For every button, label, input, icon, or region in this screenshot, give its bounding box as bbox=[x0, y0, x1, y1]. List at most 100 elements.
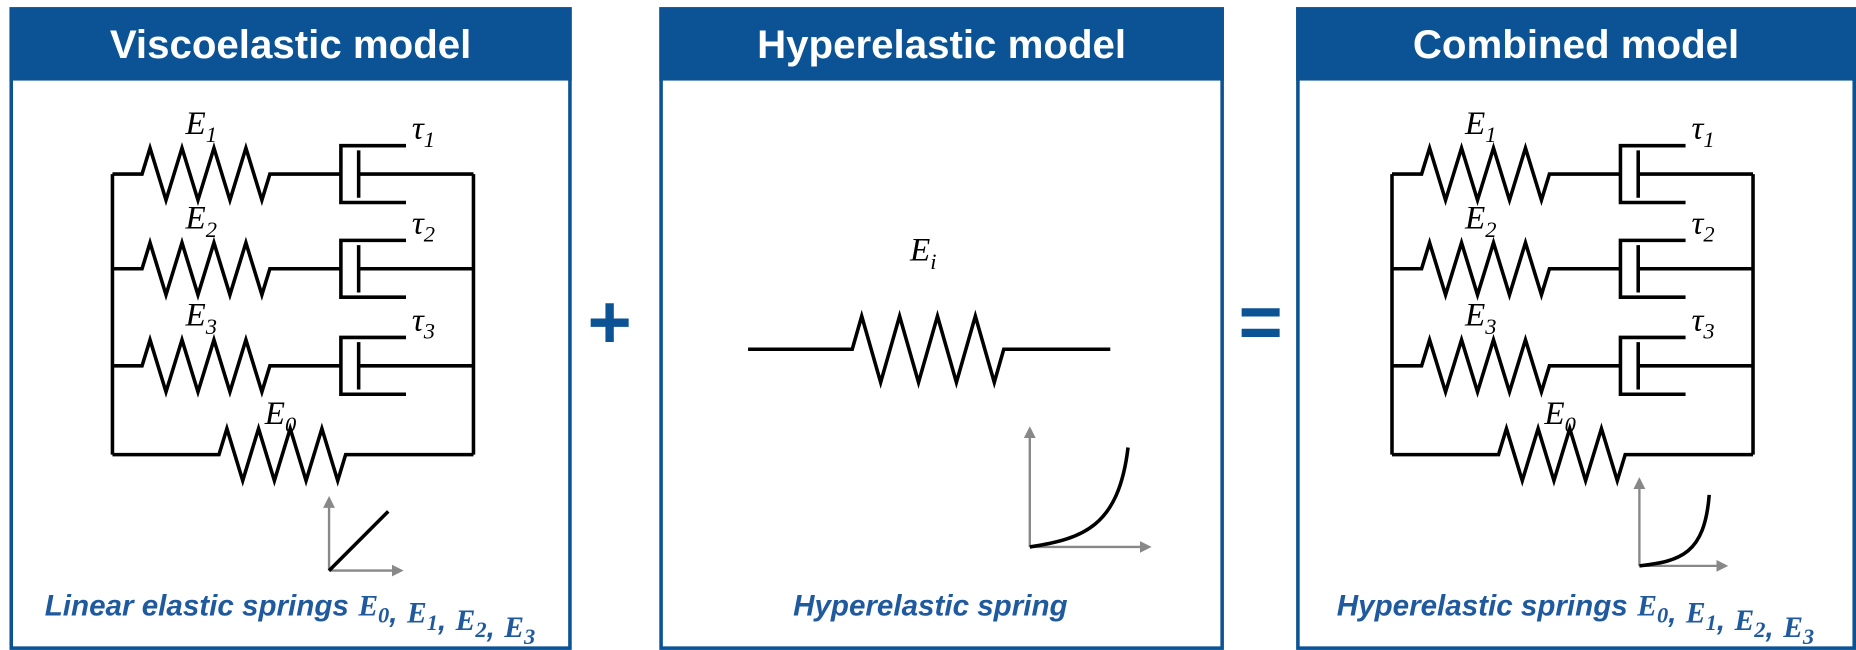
caption-term: E bbox=[1782, 612, 1803, 644]
symbol-label: τ3 bbox=[1691, 301, 1714, 343]
symbol-label: E0 bbox=[1543, 395, 1575, 437]
symbol-label: E1 bbox=[1464, 105, 1496, 147]
caption-separator: , bbox=[1716, 604, 1725, 637]
spring bbox=[1392, 236, 1621, 301]
caption-term-sub: 1 bbox=[1706, 610, 1717, 635]
symbol-base: τ bbox=[1691, 110, 1704, 147]
panel-border bbox=[1296, 7, 1856, 650]
dashpot bbox=[1618, 335, 1754, 397]
symbol-base: τ bbox=[412, 110, 425, 147]
dashpot bbox=[339, 335, 474, 397]
caption: Hyperelastic springs E0, E1, E2, E3 bbox=[1337, 590, 1814, 649]
caption-term-sub: 3 bbox=[523, 624, 535, 649]
symbol-label: E2 bbox=[1464, 200, 1496, 242]
operator-equals: = bbox=[1238, 280, 1282, 365]
panel-title: Viscoelastic model bbox=[110, 22, 472, 67]
plot-curve bbox=[1639, 494, 1711, 568]
symbol-subscript: i bbox=[930, 249, 936, 274]
symbol-label: E3 bbox=[184, 297, 216, 339]
symbol-subscript: 0 bbox=[285, 412, 296, 437]
caption-term: E bbox=[406, 598, 427, 630]
symbol-base: E bbox=[264, 395, 285, 432]
symbol-label: E0 bbox=[264, 395, 296, 437]
symbol-subscript: 1 bbox=[1485, 122, 1496, 147]
caption: Linear elastic springs E0, E1, E2, E3 bbox=[45, 590, 536, 649]
symbol-subscript: 1 bbox=[1703, 127, 1714, 152]
caption-term: E bbox=[1685, 598, 1706, 630]
caption-term-sub: 3 bbox=[1802, 624, 1814, 649]
symbol-subscript: 2 bbox=[424, 222, 435, 247]
symbol-base: τ bbox=[1691, 301, 1704, 338]
panel-header bbox=[1296, 7, 1856, 81]
caption-text: Hyperelastic spring bbox=[793, 590, 1068, 623]
spring bbox=[112, 236, 341, 301]
symbol-subscript: 1 bbox=[424, 127, 435, 152]
caption-separator: , bbox=[388, 597, 397, 630]
caption-term: E bbox=[357, 591, 378, 623]
symbol-label: E2 bbox=[184, 200, 216, 242]
operator-plus: + bbox=[587, 280, 631, 365]
symbol-base: E bbox=[1464, 105, 1485, 142]
caption: Hyperelastic spring bbox=[793, 590, 1068, 623]
caption-term-sub: 2 bbox=[1753, 617, 1765, 642]
symbol-subscript: 3 bbox=[205, 314, 217, 339]
symbol-base: τ bbox=[1691, 204, 1704, 241]
symbol-label: E1 bbox=[184, 105, 216, 147]
caption-separator: , bbox=[1765, 611, 1774, 644]
symbol-subscript: 0 bbox=[1565, 412, 1576, 437]
symbol-label: E3 bbox=[1464, 297, 1496, 339]
spring bbox=[1392, 333, 1621, 398]
caption-text: Hyperelastic springs bbox=[1337, 590, 1628, 623]
panel-title: Combined model bbox=[1413, 22, 1739, 67]
spring bbox=[1392, 422, 1754, 487]
caption-text: Linear elastic springs bbox=[45, 590, 349, 623]
caption-separator: , bbox=[1667, 597, 1676, 630]
caption-term-sub: 0 bbox=[378, 603, 389, 628]
symbol-base: E bbox=[1464, 297, 1485, 334]
caption-separator: , bbox=[486, 611, 495, 644]
caption-term: E bbox=[455, 605, 476, 637]
symbol-label: τ2 bbox=[412, 204, 435, 246]
rail bbox=[1390, 174, 1755, 455]
panel-title: Hyperelastic model bbox=[757, 22, 1126, 67]
caption-term: E bbox=[503, 612, 524, 644]
symbol-base: E bbox=[184, 105, 205, 142]
symbol-subscript: 2 bbox=[1703, 222, 1714, 247]
symbol-base: τ bbox=[412, 204, 425, 241]
spring bbox=[112, 333, 341, 398]
symbol-label: τ2 bbox=[1691, 204, 1714, 246]
symbol-base: τ bbox=[412, 301, 425, 338]
spring bbox=[1392, 141, 1621, 207]
symbol-label: τ1 bbox=[412, 110, 435, 152]
caption-term-sub: 0 bbox=[1657, 603, 1668, 628]
symbol-subscript: 3 bbox=[423, 319, 435, 344]
symbol-label: τ3 bbox=[412, 301, 435, 343]
rail bbox=[110, 174, 476, 455]
caption-separator: , bbox=[437, 604, 446, 637]
symbol-subscript: 2 bbox=[1485, 217, 1496, 242]
symbol-base: E bbox=[184, 297, 205, 334]
caption-term: E bbox=[1636, 591, 1657, 623]
plot-curve bbox=[1029, 447, 1130, 549]
symbol-subscript: 3 bbox=[1702, 319, 1714, 344]
symbol-label: τ1 bbox=[1691, 110, 1714, 152]
panel-header bbox=[9, 7, 572, 81]
symbol-subscript: 1 bbox=[206, 122, 217, 147]
panel-header bbox=[659, 7, 1224, 81]
symbol-subscript: 3 bbox=[1484, 314, 1496, 339]
panel-border bbox=[9, 7, 572, 650]
spring bbox=[748, 309, 1111, 389]
dashpot bbox=[339, 238, 474, 299]
caption-term-sub: 1 bbox=[427, 610, 438, 635]
spring bbox=[112, 141, 341, 207]
dashpot bbox=[339, 143, 474, 205]
symbol-base: E bbox=[909, 231, 930, 268]
spring bbox=[112, 422, 474, 487]
symbol-subscript: 2 bbox=[206, 217, 217, 242]
symbol-base: E bbox=[184, 200, 205, 237]
caption-term-sub: 2 bbox=[474, 617, 486, 642]
caption-term: E bbox=[1734, 605, 1755, 637]
dashpot bbox=[1618, 143, 1754, 205]
symbol-label: Ei bbox=[909, 231, 936, 273]
